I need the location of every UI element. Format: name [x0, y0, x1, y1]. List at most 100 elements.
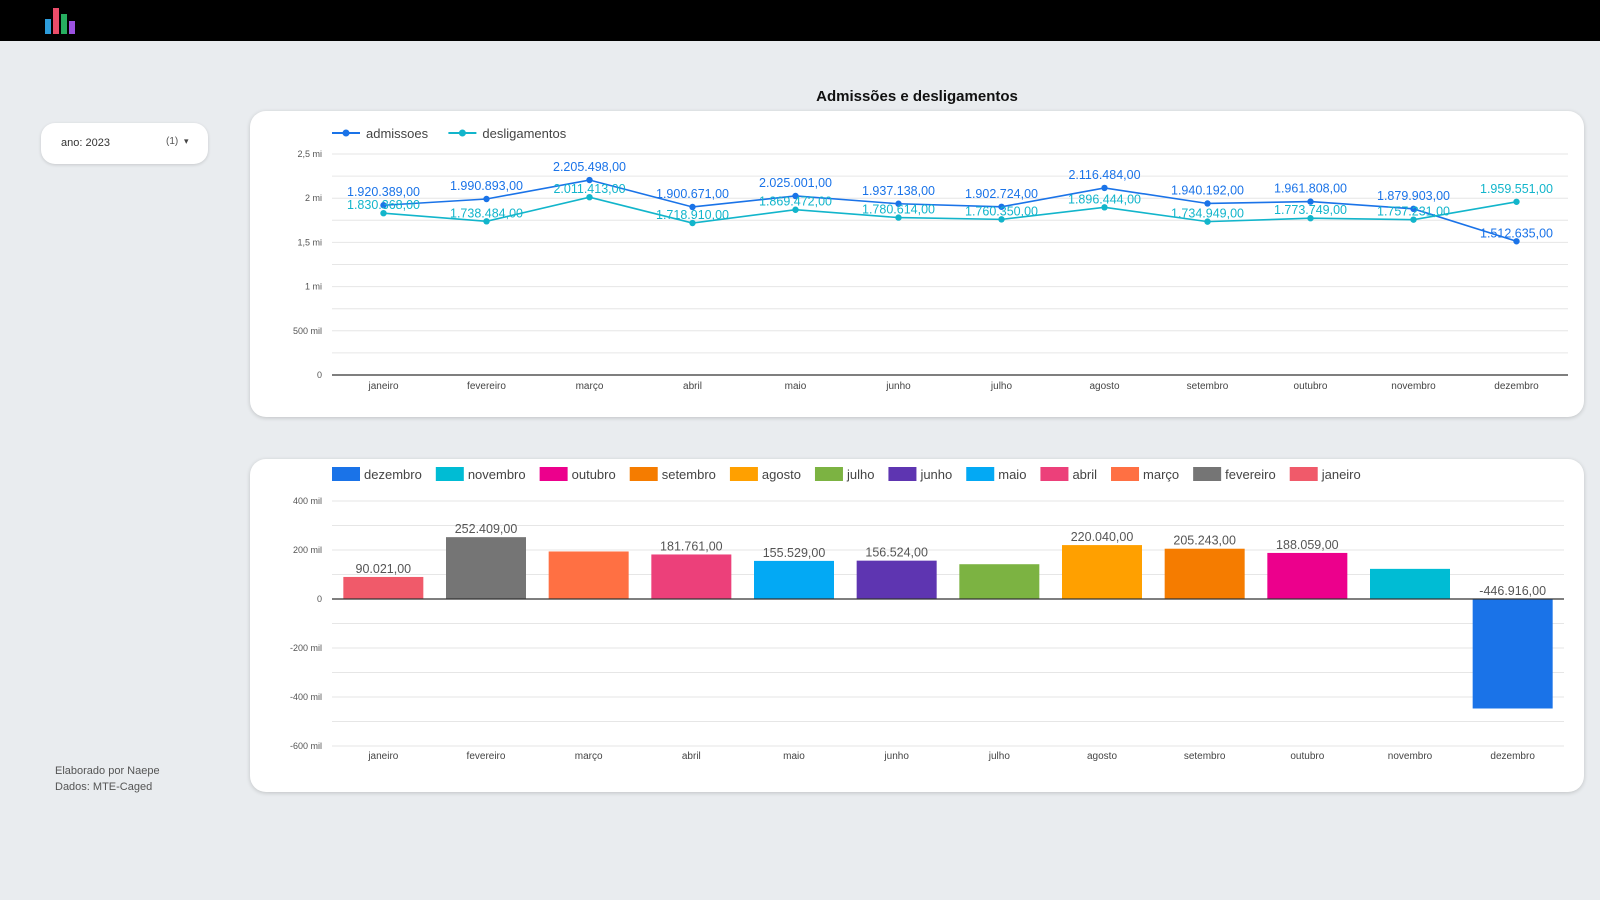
bar-dezembro[interactable]	[1472, 599, 1553, 709]
legend-item-maio[interactable]: maio	[966, 467, 1026, 482]
data-point-admissoes[interactable]	[1513, 238, 1520, 245]
svg-text:julho: julho	[846, 467, 874, 482]
x-tick-label: dezembro	[1490, 751, 1535, 762]
x-tick-label: abril	[682, 751, 701, 762]
y-tick-label: 400 mil	[293, 496, 322, 506]
data-point-desligamentos[interactable]	[1204, 218, 1211, 225]
x-tick-label: janeiro	[367, 381, 398, 392]
data-label-admissoes: 1.512.635,00	[1480, 226, 1553, 240]
bar-julho[interactable]	[959, 564, 1040, 599]
legend-item-setembro[interactable]: setembro	[629, 467, 716, 482]
bar-outubro[interactable]	[1267, 552, 1348, 599]
bar-novembro[interactable]	[1370, 568, 1450, 599]
legend-item-janeiro[interactable]: janeiro	[1289, 467, 1361, 482]
bar-chart-card: 400 mil 200 mil 0 -200 mil -400 mil -600 mil 9…	[250, 459, 1584, 792]
bar-value-label: 155.529,00	[763, 546, 826, 560]
data-label-admissoes: 1.920.389,00	[347, 185, 420, 199]
legend-item-março[interactable]: março	[1111, 467, 1179, 482]
data-label-admissoes: 2.116.484,00	[1068, 168, 1140, 182]
data-point-desligamentos[interactable]	[895, 214, 902, 221]
data-point-desligamentos[interactable]	[483, 218, 490, 225]
data-point-desligamentos[interactable]	[998, 216, 1005, 223]
svg-text:abril: abril	[1072, 467, 1097, 482]
legend-item-novembro[interactable]: novembro	[435, 467, 526, 482]
logo-bar-4	[69, 21, 75, 34]
data-point-admissoes[interactable]	[483, 195, 490, 203]
data-point-desligamentos[interactable]	[1101, 204, 1108, 211]
x-tick-label: maio	[783, 751, 805, 762]
data-label-desligamentos: 1.757.231,00	[1377, 205, 1450, 219]
x-tick-label: outubro	[1290, 751, 1324, 762]
data-label-desligamentos: 1.830.368,00	[347, 198, 420, 212]
data-point-desligamentos[interactable]	[1307, 215, 1314, 222]
legend-item-abril[interactable]: abril	[1040, 467, 1097, 482]
legend-item-fevereiro[interactable]: fevereiro	[1193, 467, 1276, 482]
data-label-desligamentos: 1.896.444,00	[1068, 192, 1141, 206]
data-point-admissoes[interactable]	[895, 200, 902, 207]
bar-chart-logo-icon	[45, 8, 81, 34]
bar-março[interactable]	[548, 551, 629, 599]
x-tick-label: fevereiro	[467, 381, 506, 392]
data-point-desligamentos[interactable]	[689, 219, 696, 227]
legend-item-admissoes[interactable]: admissoes	[332, 126, 429, 141]
svg-text:maio: maio	[998, 467, 1026, 482]
svg-text:setembro: setembro	[662, 467, 716, 482]
x-tick-label: agosto	[1087, 751, 1117, 762]
legend-item-dezembro[interactable]: dezembro	[332, 467, 422, 482]
x-tick-label: abril	[683, 381, 702, 392]
data-point-admissoes[interactable]	[586, 176, 593, 184]
data-point-admissoes[interactable]	[1307, 198, 1314, 205]
data-point-desligamentos[interactable]	[380, 209, 387, 217]
data-point-admissoes[interactable]	[998, 203, 1005, 210]
bar-value-label: 252.409,00	[455, 522, 518, 536]
data-point-admissoes[interactable]	[1101, 184, 1108, 192]
data-point-admissoes[interactable]	[380, 202, 387, 209]
data-point-admissoes[interactable]	[689, 203, 696, 211]
y-tick-label: -200 mil	[290, 643, 322, 653]
data-point-desligamentos[interactable]	[586, 193, 593, 201]
legend-item-desligamentos[interactable]: desligamentos	[448, 126, 567, 141]
bar-value-label: 156.524,00	[865, 546, 928, 560]
data-point-desligamentos[interactable]	[792, 206, 799, 213]
bar-janeiro[interactable]	[343, 576, 424, 599]
year-filter-dropdown[interactable]: ano: 2023 (1) ▾	[41, 123, 208, 164]
bar-abril[interactable]	[651, 554, 732, 599]
logo-bar-2	[53, 8, 59, 34]
bar-maio[interactable]	[754, 560, 834, 599]
bar-value-label: -446.916,00	[1479, 584, 1546, 598]
data-point-admissoes[interactable]	[792, 192, 799, 200]
svg-text:admissoes: admissoes	[366, 126, 429, 141]
x-tick-label: setembro	[1187, 381, 1229, 392]
legend-item-junho[interactable]: junho	[888, 467, 952, 482]
svg-text:outubro: outubro	[572, 467, 616, 482]
x-tick-label: julho	[988, 751, 1011, 762]
legend-item-outubro[interactable]: outubro	[539, 467, 616, 482]
bar-value-label: 188.059,00	[1276, 538, 1339, 552]
top-bar	[0, 0, 1600, 41]
x-tick-label: junho	[883, 751, 909, 762]
bar-value-label: 220.040,00	[1071, 530, 1134, 544]
page-title: Admissões e desligamentos	[816, 88, 1018, 105]
data-label-desligamentos: 1.734.949,00	[1171, 207, 1244, 221]
footer-source: Dados: MTE-Caged	[55, 781, 153, 793]
data-point-desligamentos[interactable]	[1410, 216, 1417, 223]
data-label-desligamentos: 1.773.749,00	[1274, 203, 1347, 217]
legend-item-julho[interactable]: julho	[814, 467, 874, 482]
x-tick-label: novembro	[1391, 381, 1436, 392]
data-label-admissoes: 1.937.138,00	[862, 184, 935, 198]
bar-setembro[interactable]	[1164, 548, 1245, 599]
data-point-admissoes[interactable]	[1204, 200, 1211, 207]
data-point-admissoes[interactable]	[1410, 205, 1417, 213]
bar-fevereiro[interactable]	[446, 537, 526, 599]
footer-author: Elaborado por Naepe	[55, 765, 160, 777]
x-tick-label: maio	[785, 381, 807, 392]
bar-value-label: 181.761,00	[660, 539, 723, 553]
bar-junho[interactable]	[856, 560, 937, 599]
legend-item-agosto[interactable]: agosto	[729, 467, 801, 482]
bar-chart: 400 mil 200 mil 0 -200 mil -400 mil -600 mil 9…	[290, 467, 1564, 762]
x-tick-label: outubro	[1294, 381, 1328, 392]
svg-text:janeiro: janeiro	[1321, 467, 1361, 482]
data-point-desligamentos[interactable]	[1513, 198, 1520, 205]
caret-down-icon[interactable]: ▾	[184, 136, 189, 146]
bar-agosto[interactable]	[1062, 545, 1142, 599]
